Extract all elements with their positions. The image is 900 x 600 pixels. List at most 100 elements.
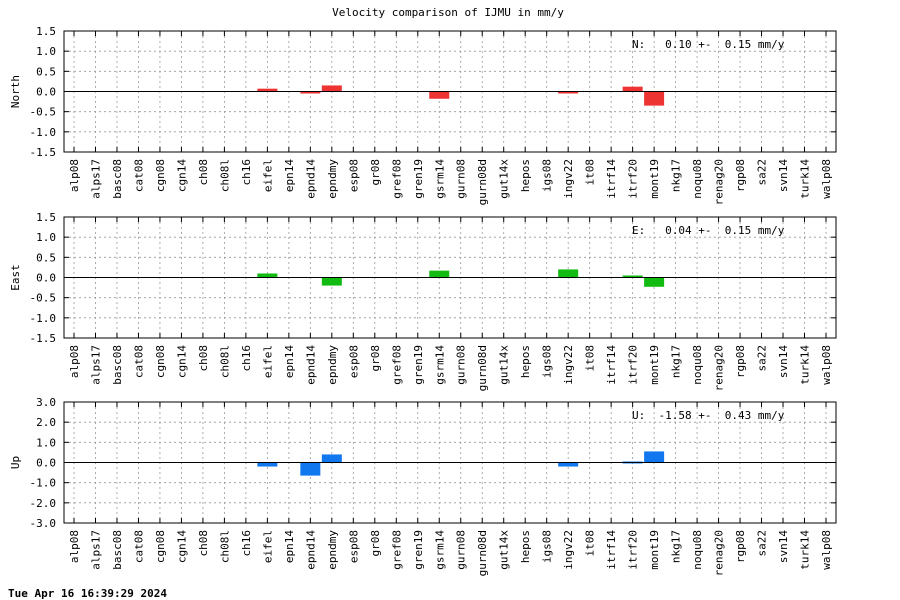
x-tick-label: igs08 — [541, 159, 554, 192]
y-tick-label: -2.0 — [30, 497, 57, 510]
x-tick-label: ingv22 — [562, 159, 575, 199]
bar-up-ingv22 — [558, 462, 579, 467]
bar-east-gsrm14 — [429, 270, 450, 278]
panel-up: 3.0 2.0 1.0 0.0 -1.0 -2.0 -3.0 alp08 alps17 basc0… — [9, 396, 837, 576]
x-tick-label: noqu08 — [691, 345, 704, 385]
x-tick-label: gsrm14 — [433, 345, 446, 385]
x-tick-label: epn14 — [283, 345, 296, 378]
x-tick-label: epn14 — [283, 530, 296, 563]
x-tick-label: alps17 — [89, 159, 102, 199]
x-tick-label: mont19 — [648, 159, 661, 199]
x-tick-label: turk14 — [799, 159, 812, 199]
y-axis-label: North — [9, 75, 22, 108]
x-tick-label: cat08 — [132, 159, 145, 192]
x-tick-label: walp08 — [820, 345, 833, 385]
x-tick-label: gurn08 — [455, 530, 468, 570]
x-tick-label: gurn08d — [476, 345, 489, 391]
x-tick-label: eifel — [261, 345, 274, 378]
x-tick-label: gut14x — [498, 530, 511, 570]
y-axis-label: East — [9, 264, 22, 291]
x-tick-label: itrf14 — [605, 530, 618, 570]
y-tick-label: -1.0 — [30, 312, 57, 325]
x-tick-label: ch08 — [197, 530, 210, 557]
x-tick-label: ch16 — [240, 345, 253, 372]
x-tick-label: alp08 — [68, 159, 81, 192]
bar-north-ingv22 — [558, 91, 579, 94]
x-tick-label: ch16 — [240, 530, 253, 557]
y-tick-label: 0.0 — [36, 86, 56, 99]
x-tick-label: epnd14 — [304, 530, 317, 570]
x-tick-label: gr08 — [369, 159, 382, 186]
y-tick-label: 1.0 — [36, 436, 56, 449]
x-tick-label: mont19 — [648, 530, 661, 570]
x-tick-label: gr08 — [369, 345, 382, 372]
x-tick-label: eifel — [261, 530, 274, 563]
stats-annotation: E: 0.04 +- 0.15 mm/y — [632, 224, 785, 237]
x-tick-label: itrf20 — [627, 159, 640, 199]
y-axis-label: Up — [9, 456, 22, 469]
x-tick-label: ch08 — [197, 159, 210, 186]
y-tick-label: 1.5 — [36, 211, 56, 224]
bar-north-gsrm14 — [429, 91, 450, 99]
x-tick-label: epndmy — [326, 159, 339, 199]
x-tick-label: basc08 — [111, 530, 124, 570]
bar-north-eifel — [257, 88, 278, 92]
x-tick-label: hepos — [519, 530, 532, 563]
stats-annotation: U: -1.58 +- 0.43 mm/y — [632, 409, 785, 422]
x-tick-label: cat08 — [132, 345, 145, 378]
x-tick-label: cgn14 — [175, 345, 188, 378]
x-tick-label: hepos — [519, 345, 532, 378]
y-tick-label: -0.5 — [30, 292, 57, 305]
x-tick-label: gref08 — [390, 159, 403, 199]
bar-east-eifel — [257, 273, 278, 278]
y-tick-label: 3.0 — [36, 396, 56, 409]
panel-east: 1.5 1.0 0.5 0.0 -0.5 -1.0 -1.5 alp08 alps17 basc0… — [9, 211, 837, 391]
x-tick-label: sa22 — [756, 345, 769, 372]
bar-up-epndmy — [321, 454, 342, 463]
x-tick-label: ch08 — [197, 345, 210, 372]
x-tick-label: nkg17 — [670, 159, 683, 192]
x-tick-label: gurn08 — [455, 345, 468, 385]
bar-up-mont19 — [644, 451, 665, 463]
y-tick-label: 0.5 — [36, 65, 56, 78]
bar-north-epndmy — [321, 85, 342, 92]
y-tick-label: 1.5 — [36, 25, 56, 38]
x-tick-label: gr08 — [369, 530, 382, 557]
x-tick-label: epnd14 — [304, 159, 317, 199]
x-tick-label: itrf20 — [627, 345, 640, 385]
x-tick-label: ch08l — [218, 345, 231, 378]
x-tick-label: svn14 — [777, 159, 790, 192]
x-tick-label: cgn14 — [175, 159, 188, 192]
y-tick-label: -3.0 — [30, 517, 57, 530]
x-tick-label: gsrm14 — [433, 530, 446, 570]
stats-annotation: N: 0.10 +- 0.15 mm/y — [632, 38, 785, 51]
x-tick-label: noqu08 — [691, 159, 704, 199]
x-tick-label: igs08 — [541, 345, 554, 378]
x-tick-label: ingv22 — [562, 530, 575, 570]
x-tick-label: ch08l — [218, 530, 231, 563]
x-tick-label: mont19 — [648, 345, 661, 385]
x-tick-label: cgn08 — [154, 345, 167, 378]
y-tick-label: 1.0 — [36, 45, 56, 58]
bar-east-mont19 — [644, 277, 665, 287]
chart-panels: 1.5 1.0 0.5 0.0 -0.5 -1.0 -1.5 alp08 alps17 basc0… — [9, 25, 837, 576]
y-tick-label: -1.0 — [30, 126, 57, 139]
x-tick-label: renag20 — [713, 345, 726, 391]
x-tick-label: igs08 — [541, 530, 554, 563]
x-tick-label: itrf14 — [605, 159, 618, 199]
x-tick-label: it08 — [584, 345, 597, 372]
x-tick-label: renag20 — [713, 159, 726, 205]
x-tick-label: ingv22 — [562, 345, 575, 385]
x-tick-label: sa22 — [756, 530, 769, 557]
x-tick-label: alps17 — [89, 345, 102, 385]
x-tick-label: alp08 — [68, 345, 81, 378]
x-tick-label: walp08 — [820, 530, 833, 570]
x-tick-label: gut14x — [498, 159, 511, 199]
x-tick-label: cgn08 — [154, 530, 167, 563]
x-tick-label: walp08 — [820, 159, 833, 199]
x-tick-label: gurn08d — [476, 159, 489, 205]
x-tick-label: esp08 — [347, 345, 360, 378]
x-tick-label: eifel — [261, 159, 274, 192]
x-tick-label: gsrm14 — [433, 159, 446, 199]
